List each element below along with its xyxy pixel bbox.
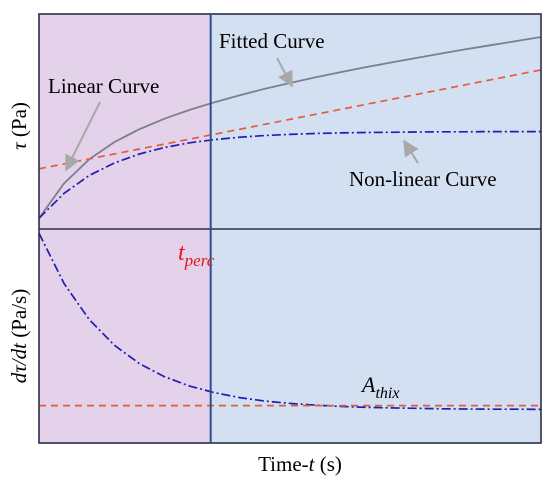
bottom-y-axis-label: dτ/dt (Pa/s) [7,289,31,383]
linear-curve-line [38,69,542,170]
nonlinear-curve-arrow [403,139,419,164]
fitted-curve-label: Fitted Curve [219,29,325,53]
panel1-series-0-line [38,232,542,411]
fitted-curve-arrow [276,57,293,88]
top-y-axis-label: τ (Pa) [7,102,31,150]
a-thix-label: Athix [360,372,399,402]
x-axis-label: Time-t (s) [258,452,342,476]
bottom-panel-series [38,232,542,411]
t-perc-label: tperc [178,240,215,270]
linear-curve-label: Linear Curve [48,74,159,98]
linear-curve-arrow [65,101,101,172]
nonlinear-curve-label: Non-linear Curve [349,167,497,191]
non-linear-curve-line [38,130,541,219]
